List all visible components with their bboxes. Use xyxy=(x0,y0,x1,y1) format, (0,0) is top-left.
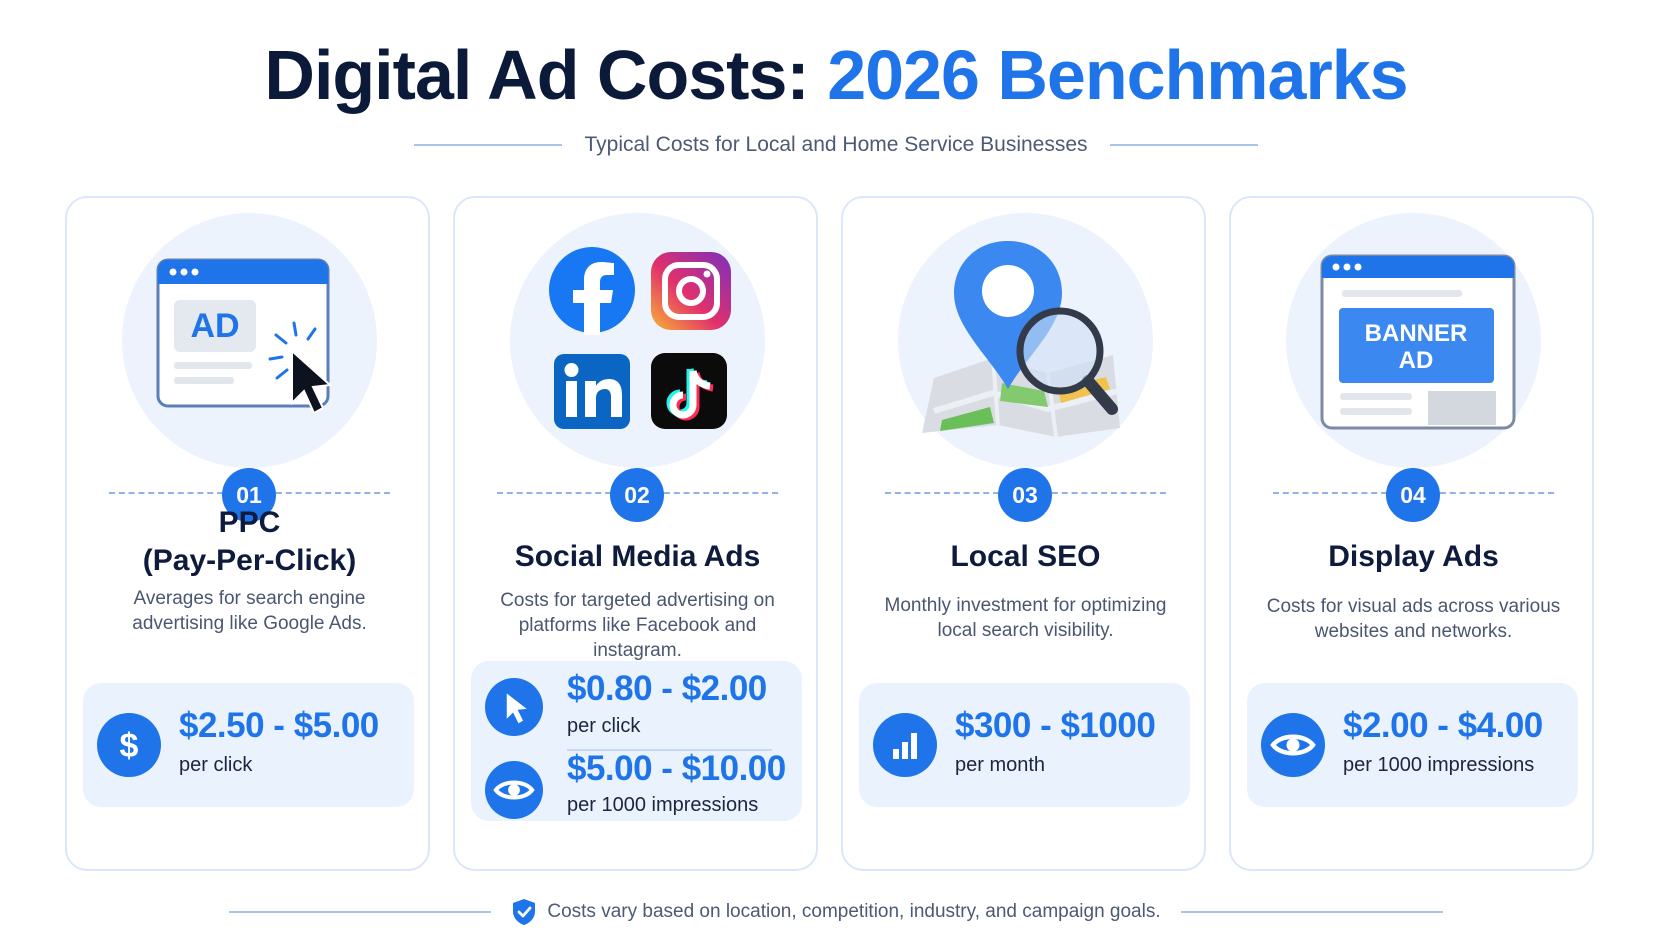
footer-rule-left xyxy=(229,911,492,913)
step-badge: 01 xyxy=(222,468,276,522)
cost-unit: per month xyxy=(955,754,1046,776)
linkedin-icon xyxy=(554,354,630,429)
card-description: Averages for search engine advertising l… xyxy=(132,588,367,634)
card-title: Social Media Ads xyxy=(514,540,761,573)
card-title: PPC (Pay-Per-Click) xyxy=(77,504,422,580)
cost-panel: $ $2.50 - $5.00 per click xyxy=(83,683,414,807)
subtitle-rule-right xyxy=(1109,144,1258,146)
bar-chart-icon xyxy=(873,713,937,777)
cursor-icon xyxy=(485,678,543,736)
tiktok-icon xyxy=(651,353,727,429)
step-badge: 02 xyxy=(610,468,664,522)
dollar-icon: $ xyxy=(97,713,161,777)
footer-rule-right xyxy=(1180,911,1443,913)
location-pin-icon xyxy=(954,241,1062,389)
display-illustration: BANNER AD xyxy=(1286,213,1541,468)
cost-panel: $0.80 - $2.00 per click $5.00 - $10.00 p… xyxy=(471,661,802,821)
eye-icon xyxy=(1261,713,1325,777)
ad-browser-icon: AD xyxy=(156,258,333,415)
card-title: Display Ads xyxy=(1328,540,1499,573)
cost-price: $5.00 - $10.00 xyxy=(567,749,786,788)
cost-item: $ $2.50 - $5.00 per click xyxy=(83,700,414,790)
step-badge: 03 xyxy=(998,468,1052,522)
subtitle-row: Typical Costs for Local and Home Service… xyxy=(0,130,1672,160)
seo-illustration xyxy=(898,213,1153,468)
step-indicator: 04 xyxy=(1273,468,1554,522)
card-description: Monthly investment for optimizing local … xyxy=(884,595,1167,641)
footer: Costs vary based on location, competitio… xyxy=(0,897,1672,927)
cost-unit: per 1000 impressions xyxy=(1343,754,1535,776)
step-badge: 04 xyxy=(1386,468,1440,522)
cost-panel: $300 - $1000 per month xyxy=(859,683,1190,807)
svg-text:$: $ xyxy=(120,727,139,765)
social-illustration xyxy=(510,213,765,468)
cost-item: $5.00 - $10.00 per 1000 impressions xyxy=(471,749,802,839)
ppc-illustration: AD xyxy=(122,213,377,468)
cost-item: $300 - $1000 per month xyxy=(859,700,1190,790)
footer-note-text: Costs vary based on location, competitio… xyxy=(547,901,1161,922)
card-description: Costs for targeted advertising on platfo… xyxy=(500,590,775,661)
banner-label-line1: BANNER xyxy=(1365,320,1468,347)
cost-price: $0.80 - $2.00 xyxy=(567,669,767,708)
cost-unit: per click xyxy=(567,715,641,737)
banner-label-line2: AD xyxy=(1399,347,1434,374)
footer-note: Costs vary based on location, competitio… xyxy=(511,898,1161,926)
card-local-seo: 03 Local SEO Monthly investment for opti… xyxy=(841,196,1206,871)
eye-icon xyxy=(485,761,543,819)
subtitle-rule-left xyxy=(414,144,563,146)
card-title-line1: PPC xyxy=(218,506,281,539)
card-display-ads: BANNER AD 04 Display Ads Costs for visua… xyxy=(1229,196,1594,871)
banner-browser-icon: BANNER AD xyxy=(1320,254,1516,430)
step-indicator: 02 xyxy=(497,468,778,522)
cost-item: $0.80 - $2.00 per click xyxy=(471,661,802,751)
card-social-media: 02 Social Media Ads Costs for targeted a… xyxy=(453,196,818,871)
facebook-icon xyxy=(549,247,635,335)
card-title-line2: (Pay-Per-Click) xyxy=(142,544,357,577)
subtitle: Typical Costs for Local and Home Service… xyxy=(584,133,1088,156)
card-ppc: AD 01 PPC (Pay-Per-Click) Averages for s… xyxy=(65,196,430,871)
title-highlight: 2026 Benchmarks xyxy=(827,36,1408,114)
instagram-icon xyxy=(651,252,731,330)
cost-panel: $2.00 - $4.00 per 1000 impressions xyxy=(1247,683,1578,807)
cost-divider xyxy=(567,749,772,751)
step-indicator: 01 xyxy=(109,468,390,522)
cost-price: $300 - $1000 xyxy=(955,706,1156,745)
magnifier-icon xyxy=(1016,307,1118,415)
ad-label: AD xyxy=(190,307,239,345)
cost-price: $2.50 - $5.00 xyxy=(179,706,379,745)
card-description: Costs for visual ads across various webs… xyxy=(1266,596,1561,642)
step-indicator: 03 xyxy=(885,468,1166,522)
cost-unit: per 1000 impressions xyxy=(567,794,759,816)
cost-price: $2.00 - $4.00 xyxy=(1343,706,1543,745)
shield-check-icon xyxy=(513,899,536,925)
card-title: Local SEO xyxy=(950,540,1101,573)
title-primary: Digital Ad Costs: xyxy=(264,36,809,114)
page-title: Digital Ad Costs: 2026 Benchmarks xyxy=(0,30,1672,120)
cost-item: $2.00 - $4.00 per 1000 impressions xyxy=(1247,700,1578,790)
cost-unit: per click xyxy=(179,754,253,776)
